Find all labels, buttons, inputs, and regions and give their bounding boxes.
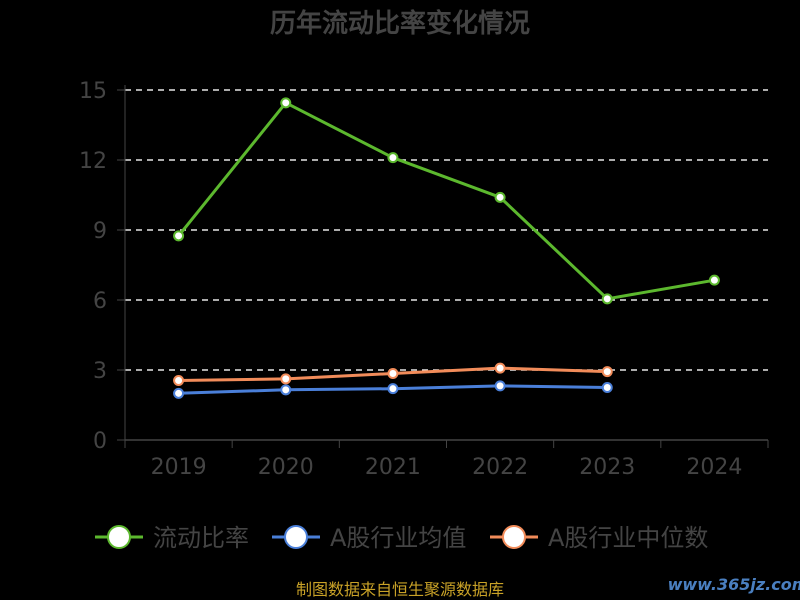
point-1-2023 (601, 382, 613, 393)
y-tick-label-1: 3 (93, 359, 107, 384)
y-tick-label-5: 15 (79, 79, 107, 104)
point-0-2021 (387, 152, 399, 164)
point-0-2024 (708, 274, 720, 286)
axes: 0 3 6 9 12 15 2019 2020 2021 2022 2023 2024 (79, 79, 769, 480)
chart-title: 历年流动比率变化情况 (270, 8, 530, 39)
y-tick-label-2: 6 (93, 289, 107, 314)
x-tick-label-2023: 2023 (579, 455, 635, 480)
source-note: 制图数据来自恒生聚源数据库 (296, 580, 504, 599)
x-tick-label-2020: 2020 (258, 455, 314, 480)
y-tick-label-4: 12 (79, 149, 107, 174)
x-tick-label-2024: 2024 (686, 455, 742, 480)
point-1-2019 (173, 387, 185, 399)
point-2-2019 (173, 375, 185, 386)
x-tick-label-2019: 2019 (151, 455, 207, 480)
point-0-2022 (494, 191, 506, 203)
point-2-2022 (494, 362, 506, 374)
point-2-2023 (601, 366, 613, 378)
series-layer (173, 97, 720, 399)
point-0-2019 (173, 230, 185, 242)
y-tick-label-3: 9 (93, 219, 107, 244)
watermark: www.365jz.com (668, 575, 800, 594)
legend-label-1: A股行业均值 (330, 524, 466, 552)
point-2-2021 (387, 368, 399, 379)
legend-marker-1 (284, 525, 308, 549)
legend-label-0: 流动比率 (153, 524, 249, 552)
point-0-2023 (601, 293, 613, 305)
point-1-2020 (280, 384, 292, 396)
legend-marker-0 (107, 525, 131, 549)
legend-marker-2 (502, 525, 526, 549)
point-1-2021 (387, 383, 399, 395)
point-1-2022 (494, 380, 506, 392)
x-tick-label-2021: 2021 (365, 455, 421, 480)
legend: 流动比率 A股行业均值 A股行业中位数 (95, 524, 708, 552)
grid (125, 89, 768, 371)
point-0-2020 (280, 97, 292, 109)
point-2-2020 (280, 373, 292, 385)
x-tick-label-2022: 2022 (472, 455, 528, 480)
legend-label-2: A股行业中位数 (548, 524, 708, 552)
series-line-0 (177, 101, 715, 301)
y-tick-label-0: 0 (93, 429, 107, 454)
